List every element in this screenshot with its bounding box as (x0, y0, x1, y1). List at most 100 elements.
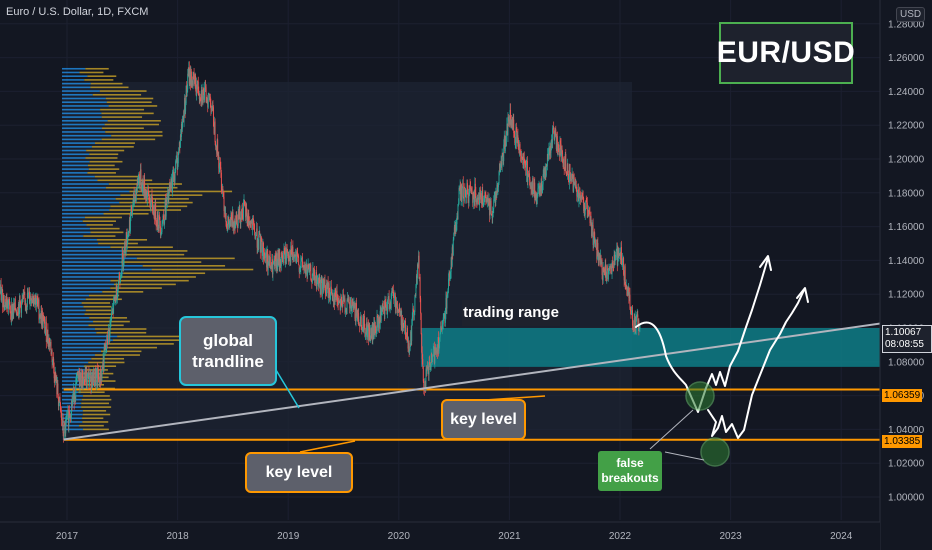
candle-body (613, 254, 615, 268)
candle-body (109, 323, 111, 338)
candle-body (369, 327, 371, 337)
candle-body (415, 285, 417, 296)
candle-body (323, 284, 325, 288)
candle-body (175, 159, 177, 162)
global-trendline (63, 320, 897, 441)
candle-body (491, 213, 493, 216)
candle-body (100, 370, 101, 384)
candle-body (332, 299, 334, 302)
candle-body (173, 171, 174, 182)
volume-profile-row (62, 153, 90, 156)
candle-body (568, 176, 570, 183)
volume-profile-row (113, 283, 176, 286)
candle-body (258, 234, 260, 250)
candle-body (459, 187, 461, 190)
candle-body (483, 198, 485, 206)
candle-body (12, 309, 14, 317)
candle-body (399, 307, 401, 313)
candle-body (330, 286, 332, 295)
time-tick-label: 2019 (277, 531, 300, 542)
candle-body (555, 129, 557, 138)
candle-body (213, 126, 215, 134)
candle-body (614, 258, 616, 262)
candle-body (214, 121, 216, 134)
candle-body (226, 226, 228, 229)
volume-profile-row (62, 317, 90, 319)
candle-body (337, 300, 339, 304)
candle-body (132, 199, 134, 210)
candle-body (525, 162, 527, 176)
candle-body (351, 307, 353, 312)
candle-body (65, 417, 67, 420)
candle-body (409, 346, 411, 351)
candle-body (460, 184, 462, 201)
candle-body (270, 267, 272, 269)
candle-body (286, 250, 288, 253)
candle-body (255, 235, 257, 236)
candle-body (86, 370, 88, 385)
volume-profile-row (82, 410, 107, 412)
candle-body (608, 268, 610, 269)
candle-body (228, 223, 230, 227)
candle-body (269, 257, 271, 268)
projection-path-2 (707, 289, 805, 439)
candle-body (108, 329, 110, 330)
candle-body (375, 328, 377, 334)
countdown-value: 08:08:55 (885, 339, 924, 350)
candle-body (208, 94, 210, 98)
candle-body (548, 148, 550, 154)
candle-body (6, 300, 8, 308)
candle-body (573, 177, 575, 192)
candle-body (427, 366, 429, 369)
candle-body (464, 187, 466, 189)
candle-body (443, 316, 445, 318)
candle-body (261, 252, 263, 256)
candle-body (438, 337, 439, 352)
candle-body (624, 266, 626, 286)
candle-body (391, 290, 393, 294)
candle-body (577, 189, 579, 192)
price-tick-label: 1.12000 (888, 290, 925, 301)
candle-body (570, 173, 571, 181)
candle-body (90, 370, 92, 389)
candle-body (594, 232, 596, 244)
candle-body (419, 277, 421, 279)
candle-body (501, 161, 503, 167)
candle-body (15, 309, 17, 311)
candle-body (129, 220, 131, 232)
candle-body (639, 325, 641, 329)
candle-body (123, 247, 125, 261)
candle-body (594, 242, 596, 244)
candle-body (633, 318, 635, 329)
candle-body (445, 298, 447, 314)
candle-body (523, 157, 525, 160)
candle-body (576, 191, 578, 197)
candle-body (75, 377, 77, 383)
candle-body (629, 308, 631, 312)
candle-body (456, 216, 458, 225)
candle-body (52, 360, 54, 363)
candle-body (79, 377, 81, 388)
candle-body (560, 140, 561, 144)
candle-body (612, 262, 614, 268)
projection-arrowhead-1 (759, 255, 772, 271)
volume-profile-row (118, 276, 196, 278)
candle-body (231, 218, 233, 227)
candle-body (349, 303, 351, 309)
volume-profile-row (62, 291, 103, 293)
candle-body (287, 252, 289, 257)
currency-badge[interactable]: USD (896, 7, 926, 22)
volume-profile-row (62, 90, 100, 92)
candle-body (361, 328, 363, 330)
candle-body (448, 271, 450, 279)
candle-body (421, 334, 423, 353)
candle-body (484, 192, 486, 197)
volume-profile-row (82, 421, 109, 423)
candle-body (290, 245, 292, 254)
volume-profile-row (101, 112, 154, 115)
candle-body (162, 215, 164, 222)
candle-body (198, 92, 200, 95)
candle-body (176, 157, 178, 169)
candle-body (211, 108, 213, 111)
